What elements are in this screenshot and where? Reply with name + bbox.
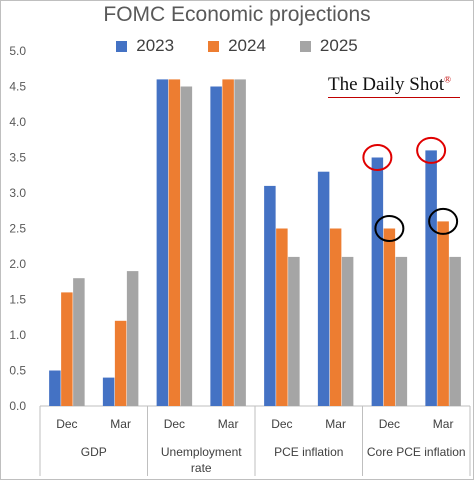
y-tick-label: 3.5	[9, 151, 26, 165]
bar-2023-2	[156, 79, 169, 407]
group-label: GDP	[81, 445, 107, 459]
y-tick-label: 1.0	[9, 328, 26, 342]
legend-label-2023: 2023	[136, 36, 175, 55]
legend: 2023 2024 2025	[0, 36, 474, 56]
bar-2024-0	[61, 292, 73, 406]
y-tick-label: 1.5	[9, 293, 26, 307]
x-tick-label: Mar	[110, 417, 131, 431]
legend-label-2025: 2025	[319, 36, 358, 55]
y-tick-label: 2.0	[9, 257, 26, 271]
watermark-text: The Daily Shot	[328, 74, 445, 95]
bar-2023-4	[264, 185, 276, 406]
bar-2023-5	[317, 171, 330, 406]
y-tick-label: 2.5	[9, 222, 26, 236]
group-label: Unemployment rate	[161, 445, 242, 475]
bar-2023-1	[102, 377, 115, 406]
y-tick-label: 4.5	[9, 80, 26, 94]
y-tick-label: 0.0	[9, 399, 26, 413]
highlight-circle	[416, 136, 447, 164]
bar-2023-0	[49, 370, 61, 406]
bar-2024-4	[276, 228, 288, 406]
legend-label-2024: 2024	[228, 36, 266, 55]
legend-swatch-2024	[208, 40, 220, 52]
x-tick-label: Mar	[325, 417, 346, 431]
y-tick-label: 3.0	[9, 186, 26, 200]
legend-item-2025: 2025	[299, 36, 358, 56]
legend-item-2024: 2024	[208, 36, 266, 56]
watermark-rule	[328, 97, 460, 98]
highlight-circle	[362, 144, 393, 171]
bar-2025-0	[73, 278, 85, 406]
x-tick-label: Dec	[164, 417, 185, 431]
bar-2024-5	[329, 228, 342, 406]
bar-2025-7	[449, 256, 461, 406]
bar-2025-1	[126, 271, 139, 406]
bar-2024-6	[383, 228, 396, 406]
bar-2023-6	[371, 157, 384, 406]
group-label: PCE inflation	[274, 445, 343, 459]
bar-2024-2	[168, 79, 181, 407]
y-tick-label: 5.0	[9, 44, 26, 58]
x-tick-label: Dec	[379, 417, 400, 431]
bar-2025-3	[234, 79, 246, 407]
y-tick-label: 0.5	[9, 364, 26, 378]
x-tick-label: Mar	[433, 417, 454, 431]
bar-2023-7	[425, 150, 437, 406]
legend-swatch-2023	[116, 40, 128, 52]
watermark-logo: The Daily Shot®	[328, 74, 451, 95]
highlight-circle	[374, 215, 405, 242]
y-tick-label: 4.0	[9, 115, 26, 129]
group-label: Core PCE inflation	[367, 445, 466, 459]
bar-2024-1	[114, 320, 127, 406]
chart-title: FOMC Economic projections	[103, 3, 371, 26]
x-tick-label: Mar	[218, 417, 239, 431]
bar-2024-3	[222, 79, 234, 407]
legend-swatch-2025	[299, 40, 311, 52]
bar-2025-4	[288, 256, 300, 406]
bar-2024-7	[437, 221, 449, 406]
bar-2025-5	[341, 256, 354, 406]
highlight-circle	[428, 207, 459, 235]
legend-item-2023: 2023	[116, 36, 174, 56]
bar-2025-6	[395, 256, 408, 406]
bar-2023-3	[210, 86, 222, 406]
x-tick-label: Dec	[271, 417, 292, 431]
bar-2025-2	[180, 86, 193, 406]
x-tick-label: Dec	[56, 417, 77, 431]
